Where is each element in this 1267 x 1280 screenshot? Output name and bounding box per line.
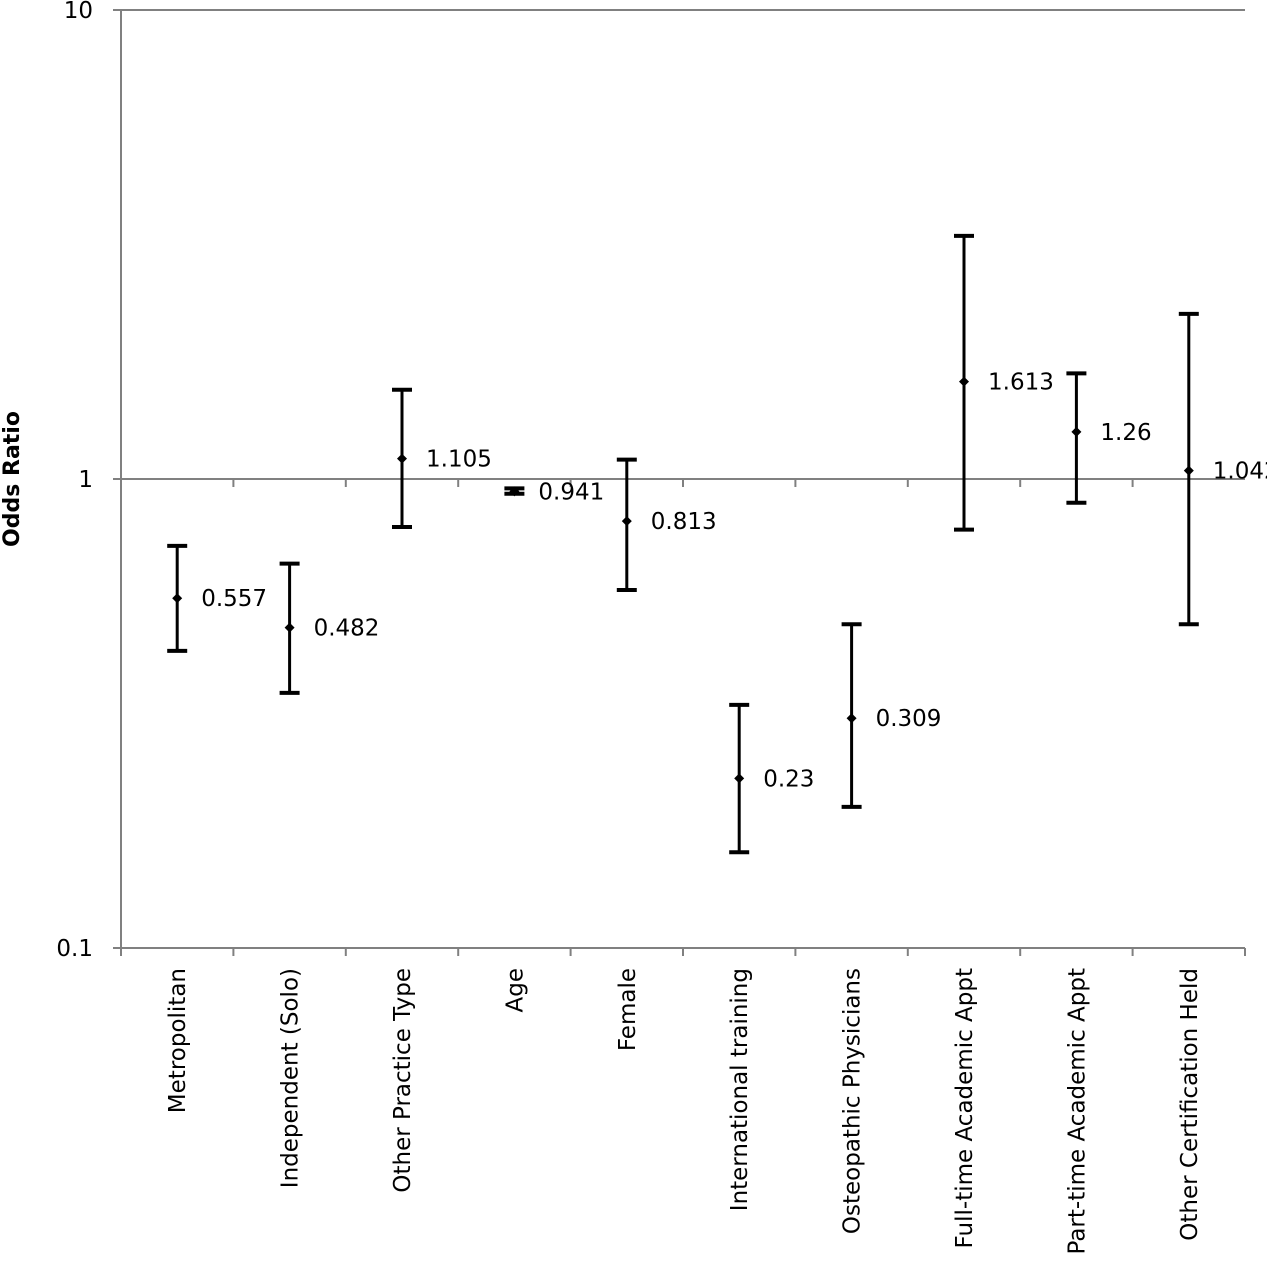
x-category-label: Metropolitan [165,968,191,1113]
x-category-label: Part-time Academic Appt [1064,968,1090,1255]
y-tick-label: 0.1 [56,936,93,962]
axes [113,9,1246,956]
data-point-5 [734,773,745,784]
labels: 0.1 1 10 Metropolitan Independent (Solo) Othe… [56,0,1267,1255]
data-point-4 [621,516,632,527]
data-point-0 [172,593,183,604]
x-category-label: Independent (Solo) [278,968,304,1188]
data-point-2 [397,453,407,464]
data-label-9: 1.042 [1213,459,1267,485]
x-category-label: International training [727,968,753,1211]
x-category-label: Other Practice Type [390,968,416,1193]
data-point-1 [284,622,295,633]
data-label-3: 0.941 [538,479,604,505]
data-point-6 [846,713,857,724]
x-category-label: Osteopathic Physicians [840,968,866,1234]
y-tick-label: 1 [78,467,93,493]
error-bar-marks [167,233,1199,855]
data-point-8 [1071,426,1082,437]
data-label-2: 1.105 [426,447,492,473]
data-point-3 [509,486,520,497]
x-category-label: Age [502,968,528,1012]
x-category-label: Female [615,968,641,1051]
data-label-4: 0.813 [651,509,717,535]
data-label-0: 0.557 [201,586,267,612]
data-point-7 [959,376,969,387]
y-axis-title: Odds Ratio [0,411,25,547]
data-label-6: 0.309 [876,706,942,732]
y-tick-label: 10 [64,0,93,24]
x-category-label: Full-time Academic Appt [952,968,978,1248]
data-label-5: 0.23 [763,766,814,792]
data-label-7: 1.613 [988,370,1054,396]
data-label-1: 0.482 [314,616,380,642]
x-category-label: Other Certification Held [1177,968,1203,1241]
data-label-8: 1.26 [1100,420,1151,446]
data-point-9 [1183,465,1194,476]
